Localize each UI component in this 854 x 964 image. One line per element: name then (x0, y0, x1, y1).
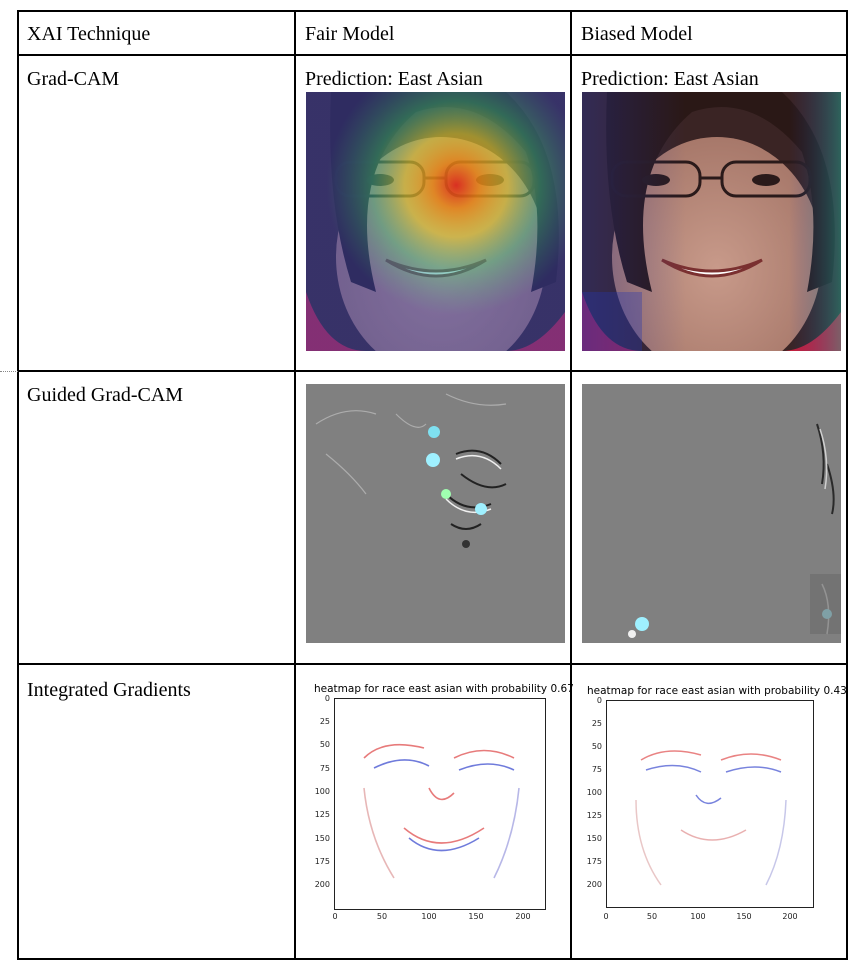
row-divider-header (17, 54, 848, 56)
guided-grad-cam-fair-image (306, 384, 565, 643)
ig-fair-ytick: 200 (314, 880, 330, 889)
row-divider-2 (17, 663, 848, 665)
ig-fair-ytick: 0 (324, 694, 330, 703)
ig-biased-ytick: 100 (586, 788, 602, 797)
ig-biased-xtick: 50 (646, 912, 658, 921)
page-break-marker (0, 371, 18, 372)
technique-grad-cam: Grad-CAM (27, 68, 120, 90)
ig-biased-ytick: 50 (591, 742, 602, 751)
grad-cam-fair-image (306, 92, 565, 351)
table-border-left (17, 10, 19, 960)
ig-fair-xtick: 150 (468, 912, 484, 921)
fair-prediction-caption: Prediction: East Asian (305, 68, 483, 90)
ig-fair-ytick: 50 (319, 740, 330, 749)
ig-biased-ytick: 200 (586, 880, 602, 889)
ig-fair-ytick: 150 (314, 834, 330, 843)
ig-biased-xtick: 150 (736, 912, 752, 921)
column-divider-1 (294, 10, 296, 960)
row-divider-1 (17, 370, 848, 372)
column-divider-2 (570, 10, 572, 960)
ig-fair-ytick: 25 (319, 717, 330, 726)
table-border-right (846, 10, 848, 960)
ig-biased-plot-title: heatmap for race east asian with probabi… (587, 685, 847, 697)
technique-guided-grad-cam: Guided Grad-CAM (27, 384, 184, 406)
ig-biased-ytick: 175 (586, 857, 602, 866)
ig-biased-ytick: 125 (586, 811, 602, 820)
ig-biased-xtick: 200 (782, 912, 798, 921)
header-fair-model: Fair Model (305, 23, 395, 45)
ig-fair-ytick: 175 (314, 857, 330, 866)
technique-integrated-gradients: Integrated Gradients (27, 679, 191, 701)
ig-biased-ytick: 150 (586, 834, 602, 843)
ig-fair-ytick: 75 (319, 764, 330, 773)
table-border-top (17, 10, 848, 12)
ig-biased-ytick: 0 (596, 696, 602, 705)
guided-grad-cam-biased-image (582, 384, 841, 643)
ig-biased-ytick: 75 (591, 765, 602, 774)
ig-fair-ytick: 125 (314, 810, 330, 819)
table-border-bottom (17, 958, 848, 960)
ig-fair-xtick: 100 (421, 912, 437, 921)
ig-fair-heatmap (334, 698, 546, 910)
ig-biased-xtick: 0 (603, 912, 609, 921)
ig-biased-xtick: 100 (690, 912, 706, 921)
grad-cam-biased-image (582, 92, 841, 351)
ig-fair-xtick: 0 (332, 912, 338, 921)
ig-biased-ytick: 25 (591, 719, 602, 728)
header-biased-model: Biased Model (581, 23, 693, 45)
ig-fair-xtick: 200 (515, 912, 531, 921)
ig-fair-plot-title: heatmap for race east asian with probabi… (314, 683, 574, 695)
header-xai-technique: XAI Technique (27, 23, 151, 45)
ig-fair-ytick: 100 (314, 787, 330, 796)
biased-prediction-caption: Prediction: East Asian (581, 68, 759, 90)
ig-biased-heatmap (606, 700, 814, 908)
ig-fair-xtick: 50 (376, 912, 388, 921)
